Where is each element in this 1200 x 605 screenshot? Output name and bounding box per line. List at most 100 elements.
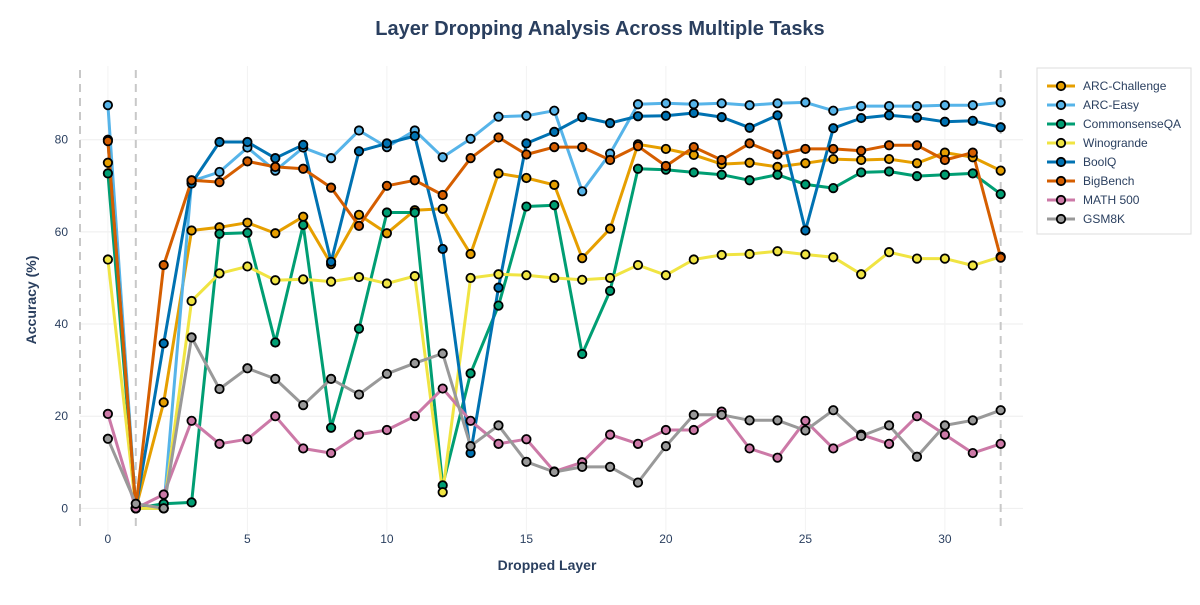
data-point — [967, 168, 978, 179]
data-point — [883, 100, 895, 112]
data-point — [883, 140, 895, 151]
data-point — [772, 246, 783, 257]
data-point — [688, 141, 699, 153]
data-point — [493, 438, 504, 449]
data-point — [549, 105, 560, 116]
data-point — [549, 272, 560, 284]
data-point — [632, 477, 644, 488]
data-point — [939, 100, 950, 111]
data-point — [270, 411, 281, 422]
data-point — [939, 154, 950, 166]
data-point — [186, 497, 197, 508]
data-point — [688, 254, 699, 265]
data-point — [521, 456, 532, 467]
data-point — [716, 154, 727, 166]
data-point — [939, 116, 950, 127]
data-point — [102, 100, 113, 111]
data-point — [102, 157, 113, 168]
data-point — [911, 253, 923, 264]
legend-swatch-marker — [1055, 137, 1067, 149]
data-point — [409, 358, 420, 369]
data-point — [800, 249, 811, 260]
series-line — [106, 100, 1001, 510]
data-point — [353, 209, 365, 220]
data-point — [828, 143, 839, 155]
data-point — [102, 408, 113, 419]
data-point — [493, 132, 504, 143]
data-point — [660, 270, 671, 281]
data-point — [688, 167, 699, 178]
data-point — [828, 105, 839, 116]
legend-entry: MATH 500 — [1083, 193, 1140, 207]
data-point — [186, 175, 197, 186]
data-point — [214, 268, 225, 279]
data-point — [298, 163, 309, 174]
data-point — [800, 179, 811, 190]
data-point — [967, 447, 978, 459]
data-point — [130, 498, 141, 509]
data-point — [521, 434, 532, 445]
data-point — [158, 338, 169, 349]
data-point — [353, 323, 365, 334]
data-point — [521, 149, 532, 160]
data-point — [493, 111, 504, 122]
data-point — [158, 489, 169, 500]
data-point — [214, 136, 225, 148]
data-point — [967, 147, 978, 158]
legend-entry: BigBench — [1083, 174, 1134, 188]
data-point — [800, 225, 811, 236]
legend-box — [1036, 67, 1192, 235]
data-point — [856, 112, 867, 124]
data-point — [270, 228, 281, 239]
grid — [80, 66, 1023, 536]
data-point — [660, 98, 671, 109]
data-point — [856, 167, 867, 178]
data-point — [856, 145, 867, 156]
data-point — [688, 107, 699, 119]
data-point — [325, 373, 337, 384]
data-point — [604, 154, 616, 166]
data-point — [353, 146, 365, 157]
data-point — [381, 207, 392, 218]
data-point — [353, 429, 365, 440]
data-point — [660, 160, 671, 172]
data-point — [744, 122, 755, 133]
data-point — [465, 415, 476, 426]
data-point — [995, 252, 1006, 263]
legend-swatch-marker — [1055, 118, 1067, 130]
data-point — [325, 153, 337, 164]
data-point — [967, 100, 978, 111]
data-point — [353, 389, 365, 400]
legend-swatch-marker — [1055, 213, 1067, 225]
data-point — [604, 223, 616, 234]
data-point — [298, 211, 309, 222]
data-point — [939, 420, 950, 431]
data-point — [772, 149, 783, 160]
data-point — [800, 425, 811, 436]
data-point — [828, 153, 839, 165]
data-point — [883, 153, 895, 165]
data-point — [242, 227, 253, 238]
data-point — [521, 201, 532, 212]
data-point — [521, 172, 532, 184]
data-point — [465, 272, 476, 284]
data-point — [577, 274, 588, 285]
data-point — [632, 438, 644, 449]
data-point — [381, 228, 392, 239]
data-point — [186, 332, 197, 343]
data-point — [381, 424, 392, 436]
data-point — [828, 183, 839, 194]
data-point — [521, 270, 532, 281]
data-point — [744, 157, 755, 168]
data-point — [632, 259, 644, 271]
series-line — [106, 167, 1002, 510]
data-point — [381, 278, 392, 289]
data-point — [437, 203, 448, 214]
data-point — [325, 276, 337, 287]
data-point — [325, 256, 337, 267]
x-tick-label: 30 — [938, 532, 952, 546]
data-point — [465, 153, 476, 164]
data-point — [270, 337, 281, 348]
legend-entry: ARC-Challenge — [1083, 79, 1167, 93]
data-point — [353, 271, 365, 283]
